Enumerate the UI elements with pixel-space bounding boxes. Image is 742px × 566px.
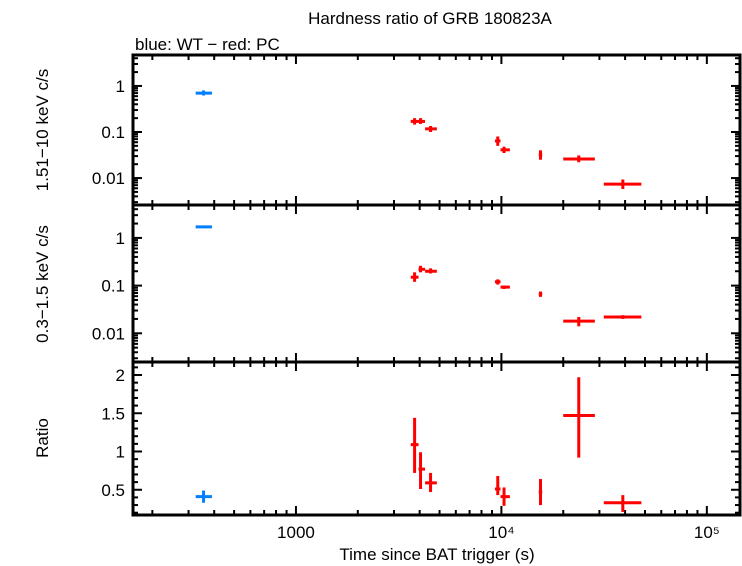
x-axis-label: Time since BAT trigger (s) xyxy=(339,545,534,564)
y-tick-label: 1.5 xyxy=(101,404,125,423)
x-tick-label: 10⁵ xyxy=(694,523,720,542)
panel-frame-soft xyxy=(131,203,742,364)
y-tick-label: 1 xyxy=(116,229,125,248)
y-tick-label: 1 xyxy=(116,77,125,96)
x-tick-label: 1000 xyxy=(277,523,315,542)
panel-frame-ratio xyxy=(131,360,742,517)
y-axis-label-ratio: Ratio xyxy=(33,418,52,458)
y-tick-label: 0.01 xyxy=(92,324,125,343)
y-tick-label: 1 xyxy=(116,443,125,462)
y-tick-label: 2 xyxy=(116,366,125,385)
y-tick-label: 0.01 xyxy=(92,169,125,188)
y-tick-label: 0.1 xyxy=(101,123,125,142)
y-tick-label: 0.1 xyxy=(101,277,125,296)
chart-subtitle: blue: WT − red: PC xyxy=(135,35,280,54)
x-tick-label: 10⁴ xyxy=(488,523,514,542)
y-axis-label-soft: 0.3−1.5 keV c/s xyxy=(33,225,52,343)
chart-title: Hardness ratio of GRB 180823A xyxy=(308,9,552,28)
y-tick-label: 0.5 xyxy=(101,481,125,500)
y-axis-label-hard: 1.51−10 keV c/s xyxy=(33,69,52,191)
